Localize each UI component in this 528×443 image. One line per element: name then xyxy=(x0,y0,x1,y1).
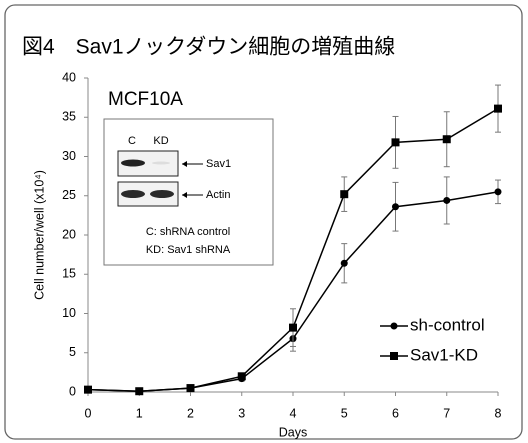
data-point xyxy=(443,135,451,143)
band-label: Sav1 xyxy=(206,158,231,170)
y-tick-label: 0 xyxy=(69,384,76,398)
lane-label: C xyxy=(128,135,136,147)
x-tick-label: 1 xyxy=(136,406,143,420)
data-point xyxy=(495,188,502,195)
y-tick-label: 30 xyxy=(62,149,76,163)
data-point xyxy=(187,384,195,392)
data-point xyxy=(135,387,143,395)
band xyxy=(152,162,170,165)
x-tick-label: 3 xyxy=(238,406,245,420)
lane-label: KD xyxy=(153,135,168,147)
x-tick-label: 5 xyxy=(341,406,348,420)
x-tick-label: 2 xyxy=(187,406,194,420)
data-point xyxy=(340,190,348,198)
y-tick-label: 15 xyxy=(62,267,76,281)
legend-marker xyxy=(390,352,398,360)
y-tick-label: 20 xyxy=(62,227,76,241)
x-tick-label: 0 xyxy=(85,406,92,420)
data-point xyxy=(392,138,400,146)
data-point xyxy=(494,105,502,113)
legend-label: sh-control xyxy=(410,315,485,334)
chart: 図4 Sav1ノックダウン細胞の増殖曲線 MCF10A Days Cell nu… xyxy=(0,0,528,443)
inset-note: C: shRNA control xyxy=(146,226,230,238)
x-tick-label: 6 xyxy=(392,406,399,420)
band xyxy=(150,190,174,198)
x-axis-label: Days xyxy=(279,425,307,439)
x-tick-label: 8 xyxy=(495,406,502,420)
band xyxy=(121,160,145,167)
y-tick-label: 40 xyxy=(62,70,76,84)
y-tick-label: 5 xyxy=(69,345,76,359)
annotation: MCF10A xyxy=(108,89,183,110)
y-axis-label: Cell number/well (x10⁴) xyxy=(32,170,46,300)
inset: C KD Sav1 Actin C: shRNA control KD: Sav… xyxy=(104,119,273,265)
y-tick-label: 35 xyxy=(62,110,76,124)
chart-title: 図4 Sav1ノックダウン細胞の増殖曲線 xyxy=(22,36,395,59)
band xyxy=(121,190,145,198)
data-point xyxy=(392,203,399,210)
inset-note: KD: Sav1 shRNA xyxy=(146,244,231,256)
data-point xyxy=(84,386,92,394)
x-tick-label: 4 xyxy=(290,406,297,420)
legend-marker xyxy=(391,323,398,330)
y-tick-label: 10 xyxy=(62,306,76,320)
data-point xyxy=(238,372,246,380)
x-tick-label: 7 xyxy=(443,406,450,420)
data-point xyxy=(341,260,348,267)
data-point xyxy=(443,197,450,204)
legend-label: Sav1-KD xyxy=(410,345,478,364)
band-label: Actin xyxy=(206,189,230,201)
y-tick-label: 25 xyxy=(62,188,76,202)
data-point xyxy=(289,324,297,332)
